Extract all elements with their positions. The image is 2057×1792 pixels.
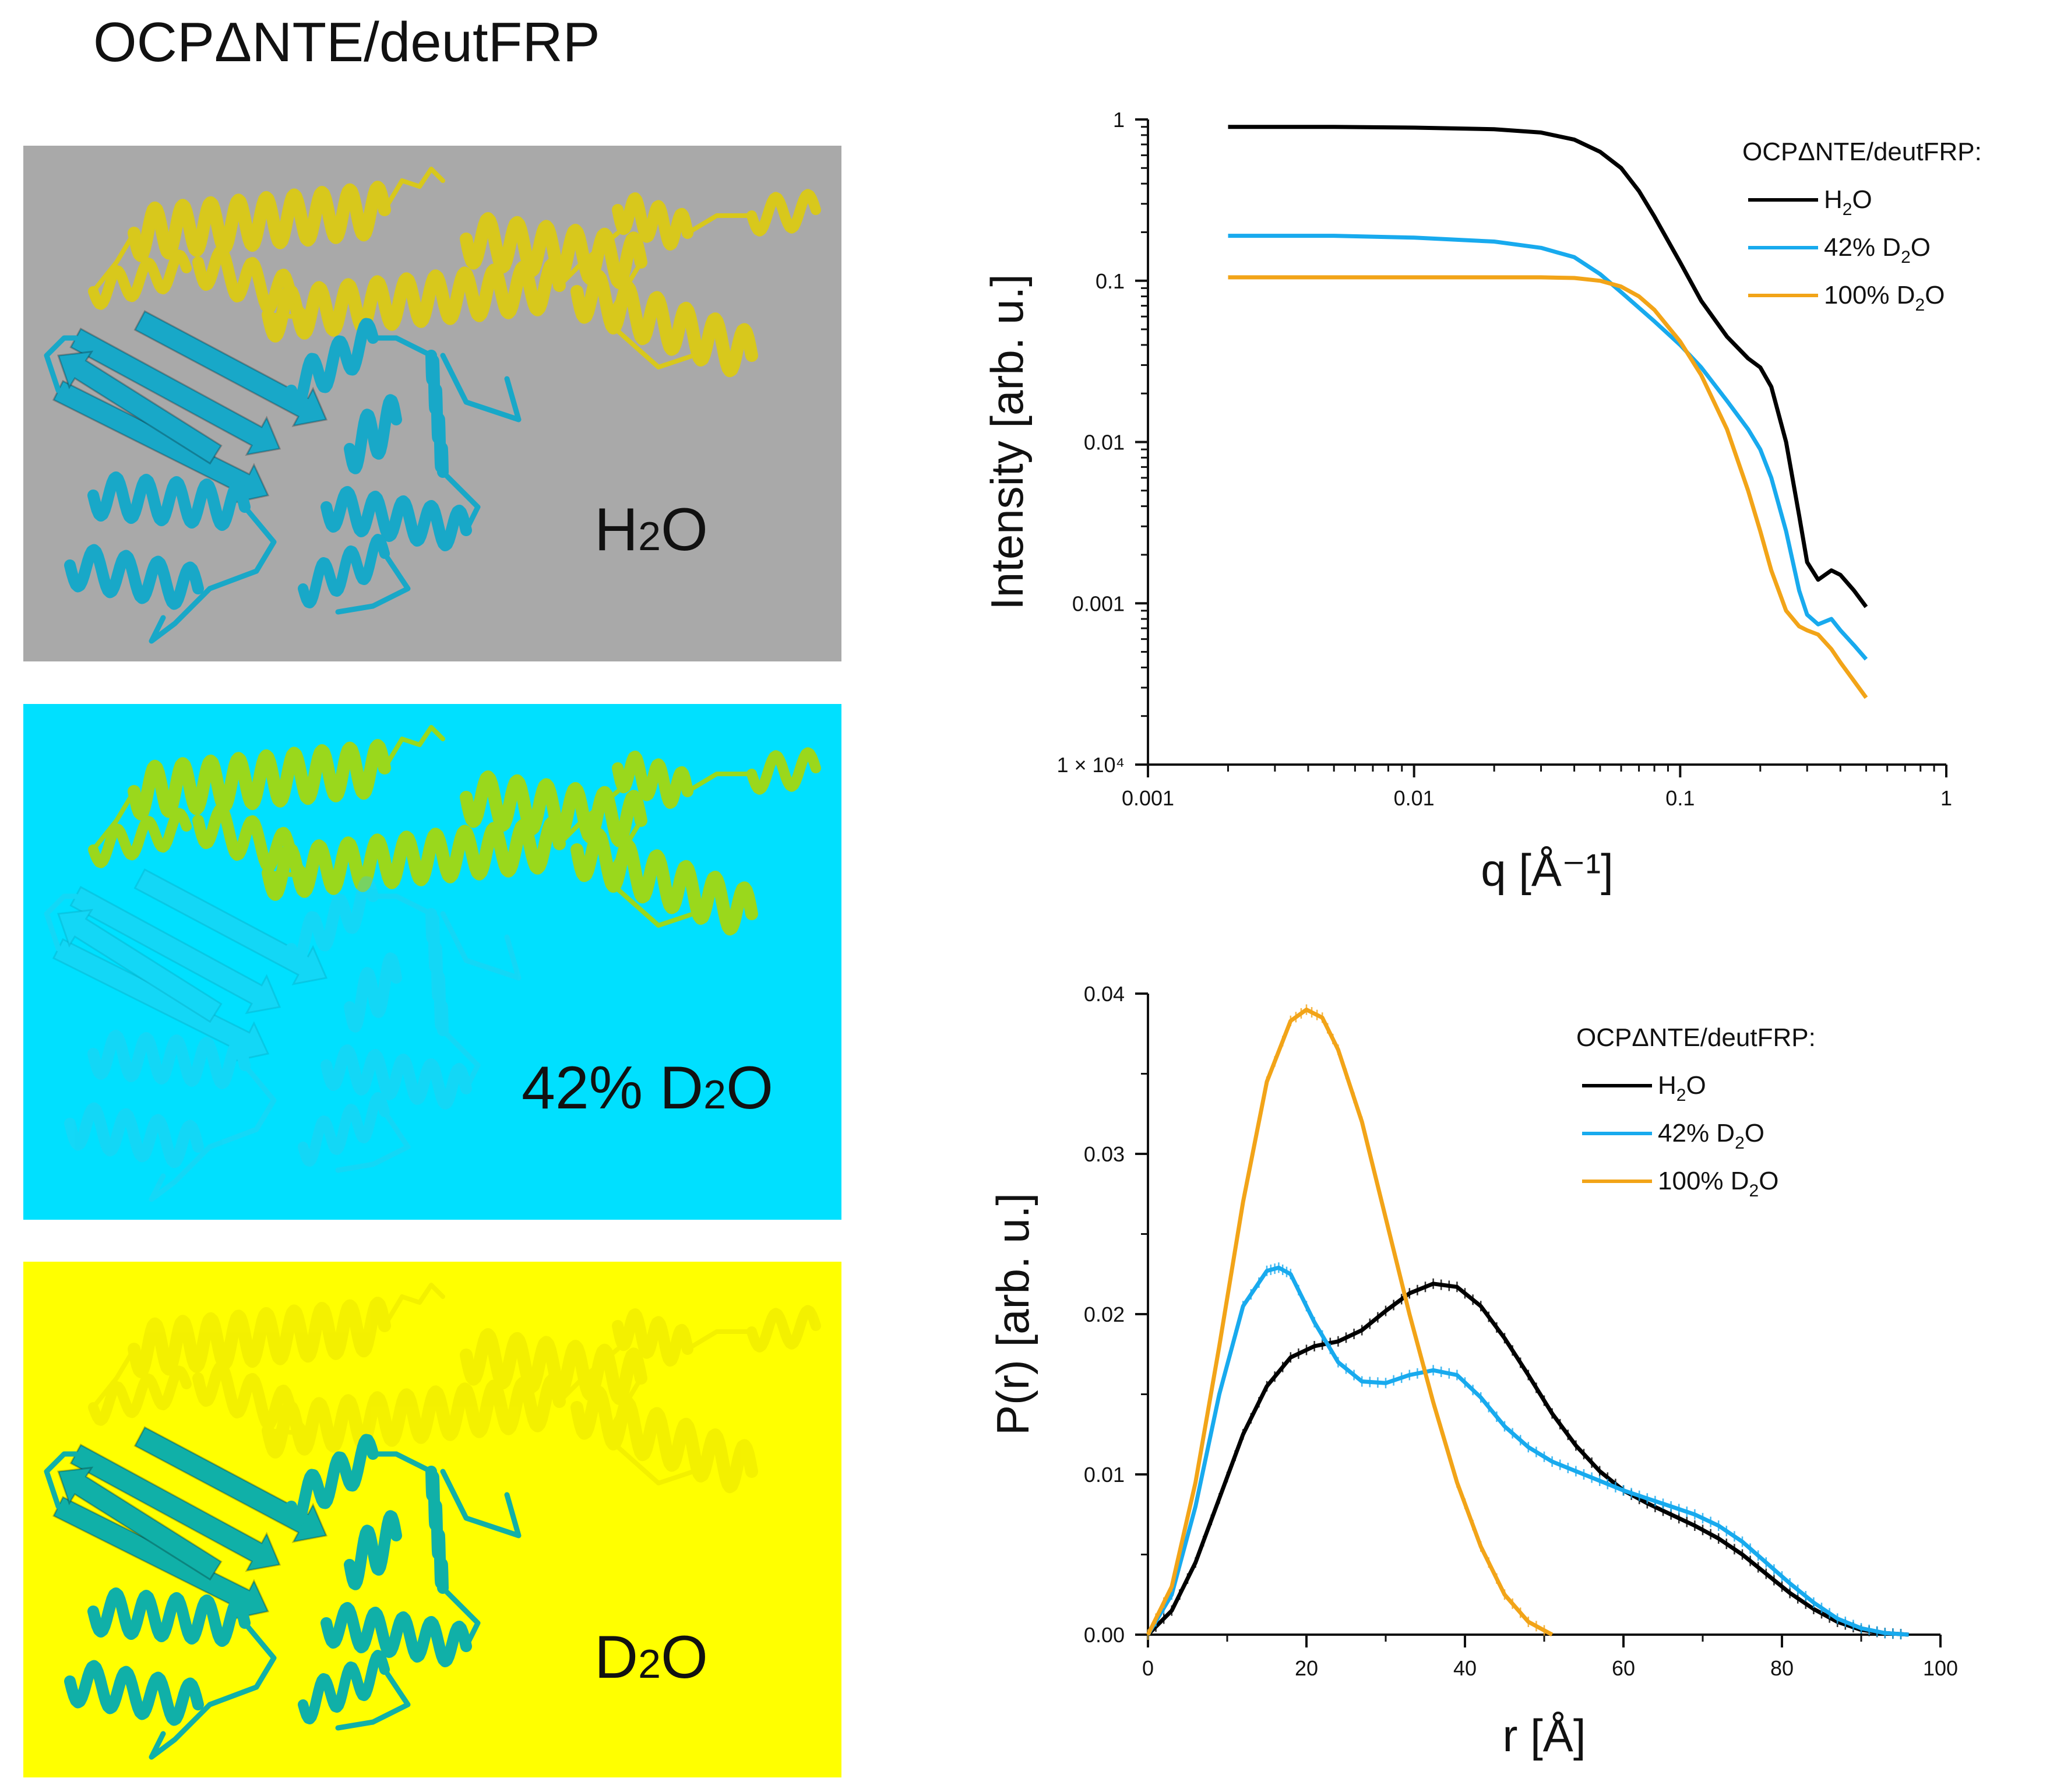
pr-y-tick-label: 0.02 bbox=[1084, 1302, 1125, 1326]
pr-legend-title: OCPΔNTE/deutFRP: bbox=[1576, 1023, 1816, 1052]
molecule-render-d2o bbox=[23, 1262, 841, 1777]
intensity-y-tick-label: 0.01 bbox=[1084, 431, 1125, 455]
intensity-series-h2o bbox=[1228, 125, 1868, 608]
panel-h2o: H2O bbox=[23, 146, 841, 661]
pr-series-h2o bbox=[1146, 1281, 1909, 1637]
pr-y-tick-label: 0.00 bbox=[1084, 1623, 1125, 1647]
molecule-render-h2o bbox=[23, 146, 841, 661]
pr-x-tick-label: 60 bbox=[1612, 1656, 1635, 1680]
intensity-series-d100 bbox=[1228, 275, 1868, 699]
molecule-render-42-d2o bbox=[23, 704, 841, 1220]
pr-legend-entry-h2o: H2O bbox=[1658, 1071, 1706, 1105]
panel-d2o: D2O bbox=[23, 1262, 841, 1777]
chart-pr: 0 20 40 60 80 100 0.00 0.01 0.02 0.03 0.04 r [Å] P(r… bbox=[987, 982, 1958, 1761]
panel-label-h2o: H2O bbox=[594, 496, 708, 564]
intensity-legend-entry-h2o: H2O bbox=[1824, 185, 1872, 219]
intensity-x-tick-label: 1 bbox=[1940, 786, 1952, 810]
intensity-series-d42 bbox=[1228, 234, 1868, 661]
intensity-x-tick-label: 0.01 bbox=[1394, 786, 1435, 810]
pr-y-axis-title: P(r) [arb. u.] bbox=[987, 1193, 1038, 1435]
intensity-y-tick-label: 0.1 bbox=[1096, 269, 1125, 293]
intensity-y-tick-label: 1 bbox=[1113, 108, 1125, 132]
intensity-x-tick-label: 0.001 bbox=[1122, 786, 1174, 810]
pr-series-d42 bbox=[1146, 1265, 1909, 1637]
pr-legend-entry-d100: 100% D2O bbox=[1658, 1167, 1778, 1200]
pr-x-tick-label: 0 bbox=[1142, 1656, 1154, 1680]
figure-title: OCPΔNTE/deutFRP bbox=[93, 11, 600, 73]
pr-y-tick-label: 0.01 bbox=[1084, 1463, 1125, 1487]
pr-x-tick-label: 20 bbox=[1295, 1656, 1318, 1680]
panel-label-42-d2o: 42% D2O bbox=[522, 1054, 773, 1122]
pr-errorbars-h2o bbox=[1147, 1278, 1902, 1640]
intensity-x-tick-label: 0.1 bbox=[1665, 786, 1695, 810]
chart-intensity: 0.001 0.01 0.1 1 1 × 10⁴ 0.001 0.01 0.1 1 q [Å⁻¹]… bbox=[981, 108, 1982, 896]
pr-errorbars-d100 bbox=[1147, 1004, 1545, 1640]
intensity-x-axis-title: q [Å⁻¹] bbox=[1481, 844, 1614, 896]
pr-x-axis-title: r [Å] bbox=[1502, 1710, 1586, 1761]
intensity-y-axis-title: Intensity [arb. u.] bbox=[981, 274, 1033, 610]
pr-x-tick-label: 100 bbox=[1923, 1656, 1958, 1680]
pr-y-tick-label: 0.04 bbox=[1084, 982, 1125, 1006]
intensity-y-tick-label: 0.001 bbox=[1072, 592, 1125, 615]
panel-label-d2o: D2O bbox=[594, 1624, 708, 1691]
pr-x-tick-label: 40 bbox=[1453, 1656, 1477, 1680]
intensity-y-tick-label: 1 × 10⁴ bbox=[1056, 753, 1125, 777]
intensity-legend-entry-d42: 42% D2O bbox=[1824, 233, 1931, 267]
pr-legend-entry-d42: 42% D2O bbox=[1658, 1119, 1764, 1153]
intensity-legend-title: OCPΔNTE/deutFRP: bbox=[1742, 138, 1982, 166]
pr-x-tick-label: 80 bbox=[1770, 1656, 1794, 1680]
panel-42-d2o: 42% D2O bbox=[23, 704, 841, 1220]
intensity-legend-entry-d100: 100% D2O bbox=[1824, 281, 1945, 315]
pr-y-tick-label: 0.03 bbox=[1084, 1142, 1125, 1166]
